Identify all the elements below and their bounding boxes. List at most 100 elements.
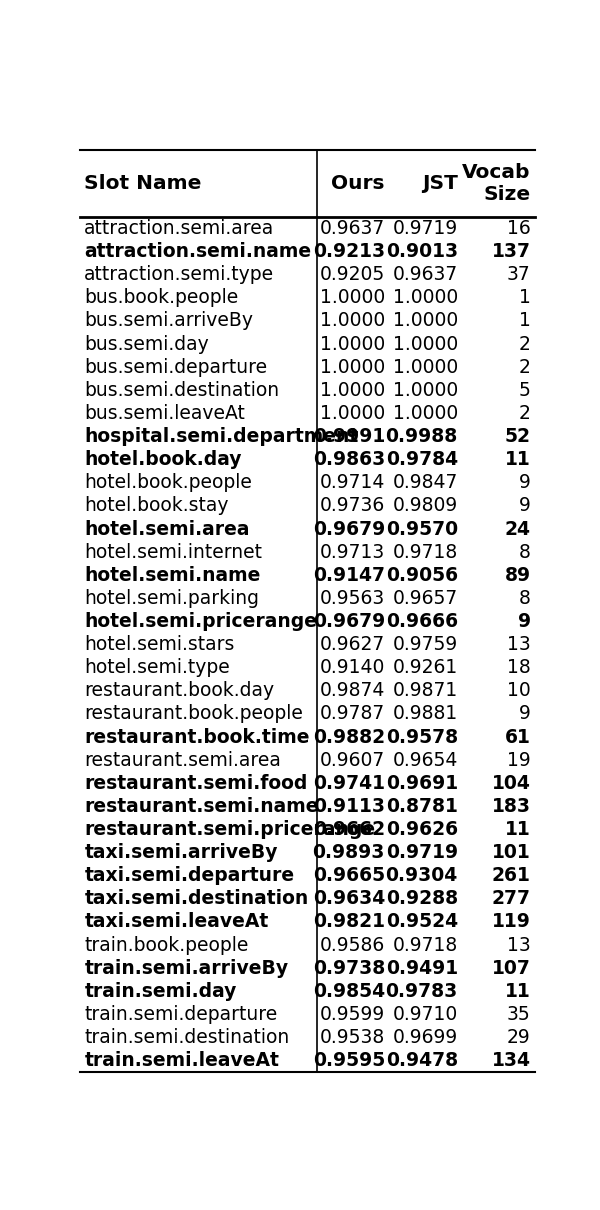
Text: taxi.semi.leaveAt: taxi.semi.leaveAt xyxy=(84,912,269,932)
Text: 0.9626: 0.9626 xyxy=(386,820,458,839)
Text: 0.9881: 0.9881 xyxy=(392,704,458,724)
Text: 1.0000: 1.0000 xyxy=(320,311,385,330)
Text: bus.semi.arriveBy: bus.semi.arriveBy xyxy=(84,311,253,330)
Text: 0.9113: 0.9113 xyxy=(313,797,385,816)
Text: 101: 101 xyxy=(492,843,531,863)
Text: attraction.semi.type: attraction.semi.type xyxy=(84,265,274,284)
Text: hotel.semi.pricerange: hotel.semi.pricerange xyxy=(84,612,317,630)
Text: 8: 8 xyxy=(519,542,531,561)
Text: 0.9607: 0.9607 xyxy=(320,750,385,770)
Text: 1.0000: 1.0000 xyxy=(392,358,458,376)
Text: 61: 61 xyxy=(505,727,531,747)
Text: attraction.semi.name: attraction.semi.name xyxy=(84,242,311,261)
Text: 0.9882: 0.9882 xyxy=(313,727,385,747)
Text: 0.9637: 0.9637 xyxy=(392,265,458,284)
Text: bus.semi.leaveAt: bus.semi.leaveAt xyxy=(84,404,245,424)
Text: hotel.book.day: hotel.book.day xyxy=(84,450,242,469)
Text: restaurant.semi.pricerange: restaurant.semi.pricerange xyxy=(84,820,376,839)
Text: 0.9714: 0.9714 xyxy=(320,473,385,492)
Text: hotel.semi.type: hotel.semi.type xyxy=(84,658,230,678)
Text: hotel.semi.parking: hotel.semi.parking xyxy=(84,589,259,607)
Text: 1.0000: 1.0000 xyxy=(392,335,458,353)
Text: train.semi.arriveBy: train.semi.arriveBy xyxy=(84,958,289,978)
Text: 0.9213: 0.9213 xyxy=(313,242,385,261)
Text: 137: 137 xyxy=(492,242,531,261)
Text: attraction.semi.area: attraction.semi.area xyxy=(84,219,275,238)
Text: 11: 11 xyxy=(505,981,531,1001)
Text: 0.9741: 0.9741 xyxy=(313,773,385,793)
Text: 8: 8 xyxy=(519,589,531,607)
Text: 0.9713: 0.9713 xyxy=(320,542,385,561)
Text: 0.9874: 0.9874 xyxy=(320,681,385,701)
Text: 0.9634: 0.9634 xyxy=(313,889,385,909)
Text: 13: 13 xyxy=(507,635,531,655)
Text: train.semi.leaveAt: train.semi.leaveAt xyxy=(84,1051,279,1070)
Text: 0.9524: 0.9524 xyxy=(386,912,458,932)
Text: 0.9013: 0.9013 xyxy=(386,242,458,261)
Text: 0.9140: 0.9140 xyxy=(320,658,385,678)
Text: 0.9679: 0.9679 xyxy=(313,612,385,630)
Text: 107: 107 xyxy=(492,958,531,978)
Text: 0.9595: 0.9595 xyxy=(313,1051,385,1070)
Text: 0.9478: 0.9478 xyxy=(386,1051,458,1070)
Text: 19: 19 xyxy=(507,750,531,770)
Text: hotel.semi.internet: hotel.semi.internet xyxy=(84,542,262,561)
Text: 0.9699: 0.9699 xyxy=(392,1028,458,1047)
Text: 0.9662: 0.9662 xyxy=(313,820,385,839)
Text: hotel.book.stay: hotel.book.stay xyxy=(84,496,229,515)
Text: train.semi.departure: train.semi.departure xyxy=(84,1006,278,1024)
Text: 0.9787: 0.9787 xyxy=(320,704,385,724)
Text: 0.9665: 0.9665 xyxy=(313,866,385,886)
Text: 0.9599: 0.9599 xyxy=(320,1006,385,1024)
Text: 1.0000: 1.0000 xyxy=(320,288,385,307)
Text: restaurant.book.people: restaurant.book.people xyxy=(84,704,303,724)
Text: restaurant.book.time: restaurant.book.time xyxy=(84,727,310,747)
Text: 277: 277 xyxy=(492,889,531,909)
Text: restaurant.semi.area: restaurant.semi.area xyxy=(84,750,281,770)
Text: 5: 5 xyxy=(519,381,531,399)
Text: 0.9759: 0.9759 xyxy=(392,635,458,655)
Text: 24: 24 xyxy=(505,519,531,538)
Text: taxi.semi.arriveBy: taxi.semi.arriveBy xyxy=(84,843,278,863)
Text: 0.9736: 0.9736 xyxy=(320,496,385,515)
Text: 1.0000: 1.0000 xyxy=(392,404,458,424)
Text: Ours: Ours xyxy=(331,174,385,192)
Text: 0.9863: 0.9863 xyxy=(313,450,385,469)
Text: taxi.semi.destination: taxi.semi.destination xyxy=(84,889,308,909)
Text: 0.9491: 0.9491 xyxy=(386,958,458,978)
Text: 0.8781: 0.8781 xyxy=(386,797,458,816)
Text: 0.9821: 0.9821 xyxy=(313,912,385,932)
Text: 0.9304: 0.9304 xyxy=(386,866,458,886)
Text: 89: 89 xyxy=(505,566,531,584)
Text: 2: 2 xyxy=(519,404,531,424)
Text: 1.0000: 1.0000 xyxy=(392,381,458,399)
Text: 9: 9 xyxy=(518,612,531,630)
Text: 0.9718: 0.9718 xyxy=(392,935,458,955)
Text: hotel.semi.area: hotel.semi.area xyxy=(84,519,250,538)
Text: 183: 183 xyxy=(492,797,531,816)
Text: 0.9783: 0.9783 xyxy=(386,981,458,1001)
Text: 0.9988: 0.9988 xyxy=(386,427,458,446)
Text: 0.9586: 0.9586 xyxy=(320,935,385,955)
Text: 0.9710: 0.9710 xyxy=(392,1006,458,1024)
Text: 119: 119 xyxy=(492,912,531,932)
Text: restaurant.semi.food: restaurant.semi.food xyxy=(84,773,308,793)
Text: 1.0000: 1.0000 xyxy=(392,311,458,330)
Text: Slot Name: Slot Name xyxy=(84,174,202,192)
Text: 18: 18 xyxy=(507,658,531,678)
Text: 0.9056: 0.9056 xyxy=(386,566,458,584)
Text: restaurant.semi.name: restaurant.semi.name xyxy=(84,797,319,816)
Text: 0.9893: 0.9893 xyxy=(313,843,385,863)
Text: 0.9738: 0.9738 xyxy=(313,958,385,978)
Text: 9: 9 xyxy=(519,496,531,515)
Text: 0.9288: 0.9288 xyxy=(386,889,458,909)
Text: 0.9854: 0.9854 xyxy=(313,981,385,1001)
Text: bus.semi.departure: bus.semi.departure xyxy=(84,358,268,376)
Text: 1.0000: 1.0000 xyxy=(392,288,458,307)
Text: 0.9205: 0.9205 xyxy=(320,265,385,284)
Text: bus.semi.day: bus.semi.day xyxy=(84,335,209,353)
Text: 37: 37 xyxy=(507,265,531,284)
Text: 0.9657: 0.9657 xyxy=(392,589,458,607)
Text: 1.0000: 1.0000 xyxy=(320,358,385,376)
Text: 16: 16 xyxy=(507,219,531,238)
